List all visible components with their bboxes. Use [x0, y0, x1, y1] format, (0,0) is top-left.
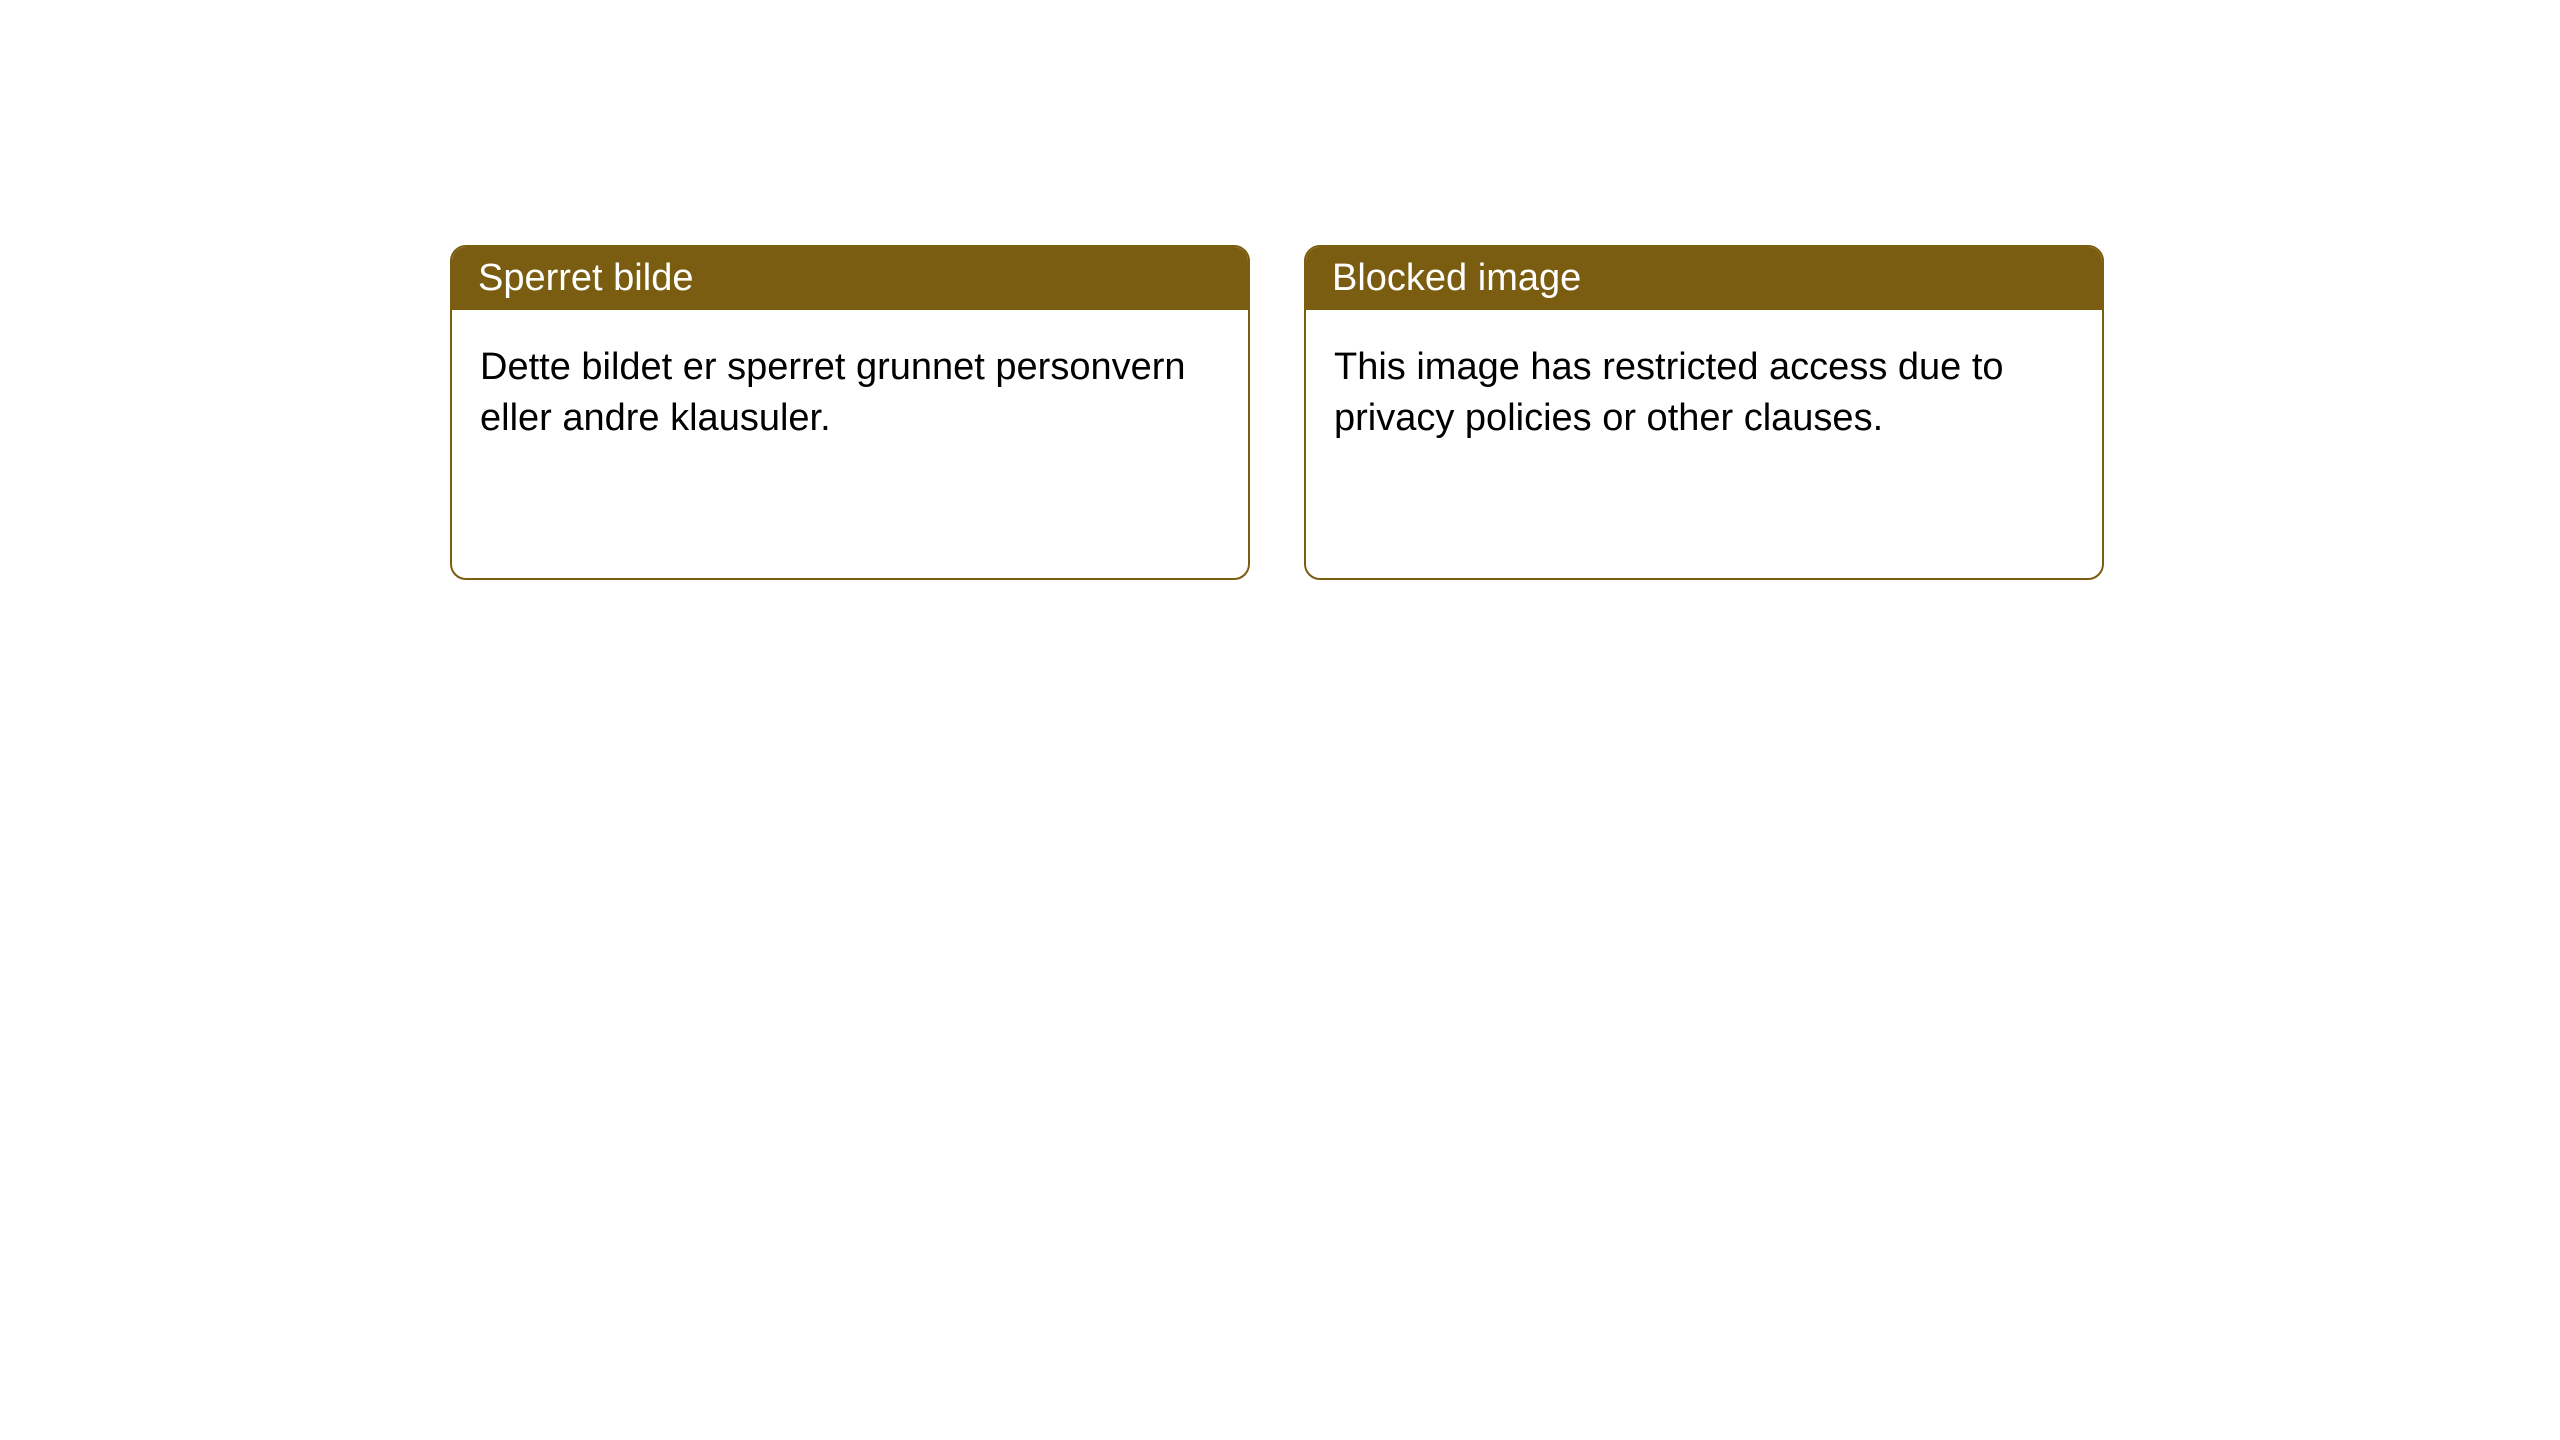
card-body-text: Dette bildet er sperret grunnet personve… [452, 310, 1248, 477]
notice-card-english: Blocked image This image has restricted … [1304, 245, 2104, 580]
card-title: Sperret bilde [452, 247, 1248, 310]
card-body-text: This image has restricted access due to … [1306, 310, 2102, 477]
notice-card-norwegian: Sperret bilde Dette bildet er sperret gr… [450, 245, 1250, 580]
notice-cards-container: Sperret bilde Dette bildet er sperret gr… [450, 245, 2104, 580]
card-title: Blocked image [1306, 247, 2102, 310]
